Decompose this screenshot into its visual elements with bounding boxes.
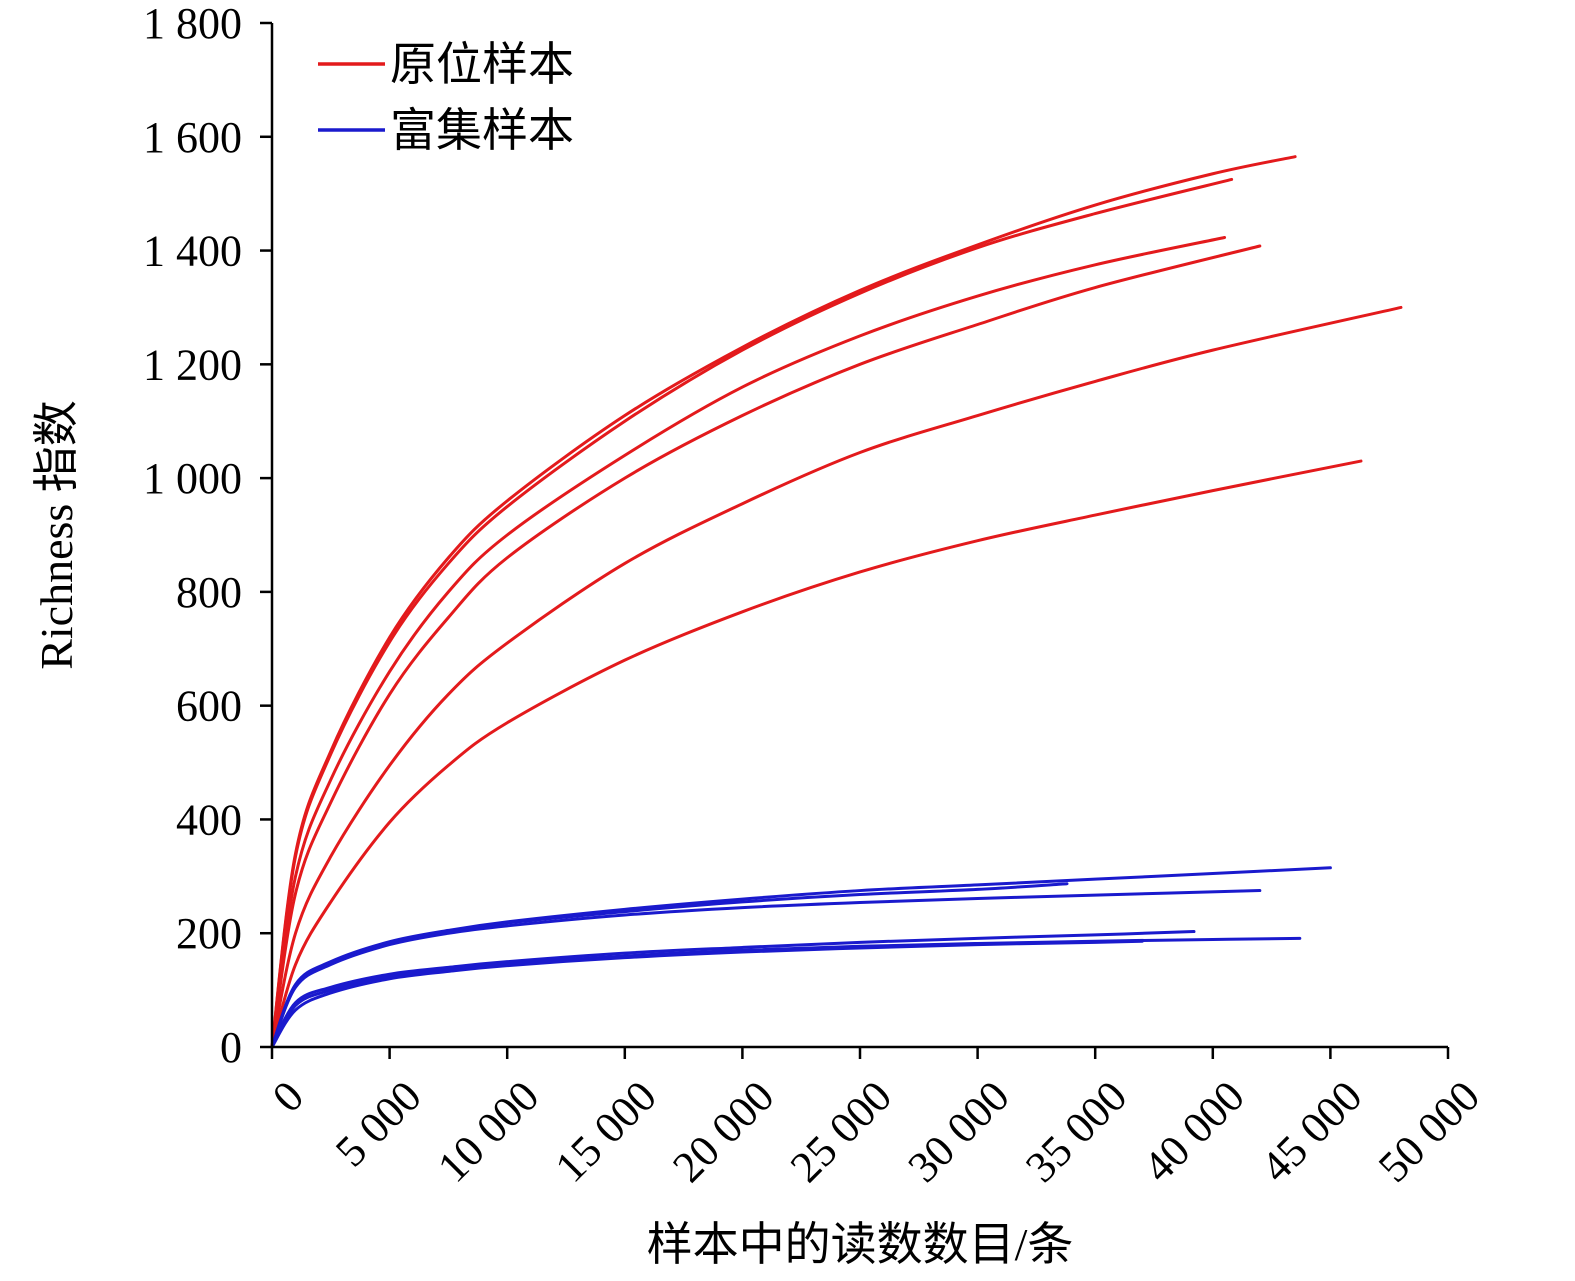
x-tick-label: 50 000 [1369,1071,1489,1191]
y-tick-label: 1 200 [143,340,242,389]
x-tick-label: 40 000 [1134,1071,1254,1191]
y-tick-label: 1 800 [143,0,242,48]
y-tick-label: 400 [176,795,242,844]
series-line-5 [270,305,1403,1049]
series-line-6 [270,459,1363,1049]
x-axis-title: 样本中的读数数目/条 [647,1219,1074,1270]
x-tick-label: 20 000 [663,1071,783,1191]
series-line-1 [270,155,1297,1049]
x-tick-label: 5 000 [326,1071,431,1176]
y-tick-label: 800 [176,568,242,617]
y-tick-label: 1 400 [143,227,242,276]
series-line-8 [270,882,1069,1049]
series-line-11 [270,936,1302,1049]
y-axis-title: Richness 指数 [31,400,82,670]
x-tick-label: 25 000 [781,1071,901,1191]
x-tick-label: 30 000 [899,1071,1019,1191]
legend-label: 富集样本 [390,105,574,156]
series-line-4 [270,244,1262,1049]
series-line-9 [270,889,1262,1049]
x-tick-label: 10 000 [428,1071,548,1191]
series-line-12 [270,939,1144,1049]
y-tick-label: 1 600 [143,113,242,162]
series-line-7 [270,866,1332,1049]
series-curves [270,155,1403,1049]
x-tick-label: 0 [263,1071,313,1121]
y-tick-label: 0 [220,1023,242,1072]
y-tick-label: 1 000 [143,454,242,503]
x-tick-label: 45 000 [1251,1071,1371,1191]
y-axis-ticks: 0 200 400 600 800 1 000 1 200 1 400 1 600 1 800 [143,0,272,1072]
x-tick-label: 15 000 [546,1071,666,1191]
y-tick-label: 600 [176,682,242,731]
series-line-10 [270,930,1196,1049]
series-line-2 [270,177,1234,1049]
y-tick-label: 200 [176,909,242,958]
x-tick-label: 35 000 [1016,1071,1136,1191]
legend-label: 原位样本 [390,39,574,90]
series-line-3 [270,235,1227,1049]
